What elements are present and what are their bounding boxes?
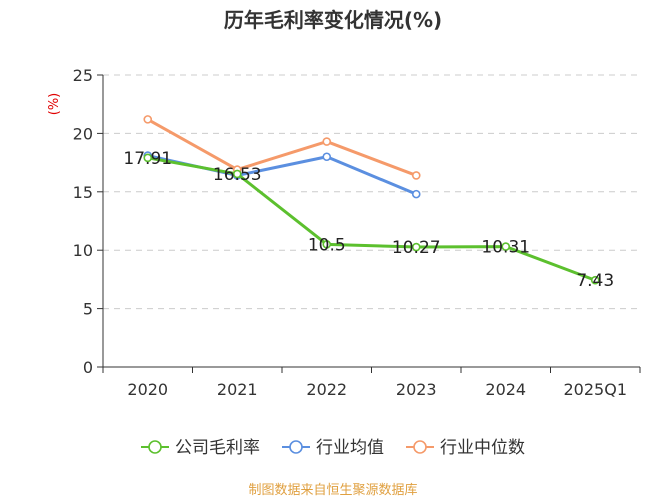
y-tick-label: 15 bbox=[73, 183, 93, 202]
data-label: 16.53 bbox=[213, 165, 262, 185]
y-tick-label: 5 bbox=[83, 300, 93, 319]
data-point bbox=[322, 137, 332, 146]
x-tick-label: 2022 bbox=[306, 380, 347, 399]
x-tick-label: 2025Q1 bbox=[564, 380, 628, 399]
legend-label: 行业中位数 bbox=[440, 438, 525, 458]
legend-marker bbox=[413, 440, 427, 454]
legend-label: 公司毛利率 bbox=[175, 438, 260, 458]
y-tick-label: 0 bbox=[83, 358, 93, 377]
axes: 0 5 10 15 20 25 2020 2021 2022 2023 2024 2025Q1 bbox=[73, 66, 641, 399]
data-label: 10.27 bbox=[392, 238, 441, 258]
data-point bbox=[143, 115, 153, 124]
source-note: 制图数据来自恒生聚源数据库 bbox=[248, 482, 417, 498]
data-point bbox=[411, 242, 421, 252]
x-tick-label: 2024 bbox=[485, 380, 526, 399]
y-tick-label: 10 bbox=[73, 241, 93, 260]
legend-marker bbox=[289, 440, 303, 454]
data-label: 7.43 bbox=[576, 271, 614, 291]
data-point bbox=[143, 153, 153, 163]
data-point bbox=[590, 275, 600, 285]
data-point bbox=[232, 169, 242, 179]
y-tick-label: 20 bbox=[73, 124, 93, 143]
x-tick-label: 2020 bbox=[127, 380, 168, 399]
data-label: 17.91 bbox=[123, 149, 172, 169]
x-tick-label: 2023 bbox=[396, 380, 437, 399]
data-point bbox=[322, 240, 332, 249]
plot-area: 17.91 16.53 10.5 10.27 10.31 7.43 bbox=[123, 115, 614, 291]
x-tick-label: 2021 bbox=[217, 380, 258, 399]
data-point bbox=[322, 152, 332, 162]
y-tick-label: 25 bbox=[73, 66, 93, 85]
legend-label: 行业均值 bbox=[316, 438, 384, 458]
y-axis-unit: (%) bbox=[47, 93, 62, 116]
series-line bbox=[147, 156, 596, 282]
legend-marker bbox=[148, 440, 162, 454]
data-label: 10.31 bbox=[481, 238, 530, 258]
data-label: 10.5 bbox=[308, 235, 346, 255]
chart-title: 历年毛利率变化情况(%) bbox=[224, 8, 442, 32]
data-point bbox=[411, 189, 421, 199]
series-line bbox=[147, 118, 417, 177]
legend: 公司毛利率 行业均值 行业中位数 bbox=[141, 438, 525, 458]
data-point bbox=[501, 242, 511, 251]
data-point bbox=[411, 171, 421, 180]
gridlines bbox=[103, 74, 640, 310]
